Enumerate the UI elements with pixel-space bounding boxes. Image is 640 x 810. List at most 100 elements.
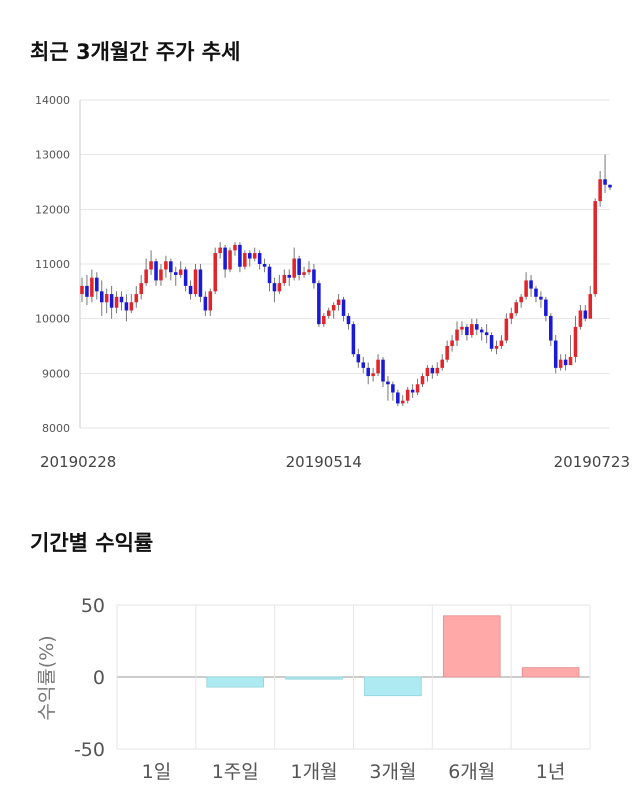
candle bbox=[90, 269, 94, 303]
candle bbox=[603, 154, 607, 193]
candle bbox=[109, 285, 114, 319]
candle-body bbox=[558, 359, 563, 368]
candle-body bbox=[371, 373, 375, 377]
candle bbox=[351, 321, 356, 357]
candle-body bbox=[410, 389, 415, 393]
candle bbox=[549, 313, 553, 346]
candle-body bbox=[213, 253, 218, 292]
candle-body bbox=[164, 261, 168, 270]
candle bbox=[430, 365, 435, 379]
candle-body bbox=[499, 340, 504, 346]
return-bar bbox=[442, 615, 501, 678]
candle-body bbox=[154, 261, 158, 281]
candle-body bbox=[277, 283, 282, 292]
candle-body bbox=[218, 247, 222, 254]
candle bbox=[361, 356, 366, 374]
candle-body bbox=[247, 253, 252, 259]
candle bbox=[292, 247, 296, 281]
candle bbox=[494, 340, 499, 355]
candle-body bbox=[317, 283, 321, 325]
candle-body bbox=[455, 329, 459, 341]
candle-body bbox=[549, 315, 553, 341]
candle bbox=[553, 335, 558, 374]
candle-body bbox=[430, 367, 435, 374]
candle-body bbox=[479, 329, 484, 333]
candle-body bbox=[425, 367, 430, 377]
candle bbox=[346, 313, 351, 330]
candle bbox=[208, 288, 213, 316]
bar-grid bbox=[116, 604, 591, 750]
candle bbox=[233, 242, 237, 256]
candle bbox=[563, 354, 568, 371]
candle bbox=[583, 305, 588, 322]
candle-body bbox=[99, 291, 104, 303]
candle-y-tick-label: 12000 bbox=[35, 203, 70, 216]
candle-body bbox=[415, 384, 420, 393]
candle bbox=[198, 264, 203, 303]
candle bbox=[188, 280, 193, 300]
candle bbox=[312, 264, 316, 289]
candle bbox=[322, 313, 326, 327]
candle-body bbox=[484, 332, 489, 336]
candle bbox=[134, 285, 139, 308]
candle-body bbox=[341, 299, 346, 316]
candle-body bbox=[203, 296, 208, 311]
candle bbox=[287, 269, 292, 286]
candle bbox=[154, 258, 158, 286]
candle-body bbox=[326, 310, 331, 316]
candle bbox=[336, 294, 341, 311]
candle bbox=[139, 274, 143, 300]
candle bbox=[164, 255, 168, 278]
candle bbox=[331, 302, 336, 319]
candle bbox=[514, 299, 519, 316]
candle bbox=[568, 335, 573, 366]
candle bbox=[391, 381, 395, 401]
bar-y-axis-label: 수익률(%) bbox=[36, 635, 58, 720]
candle-body bbox=[435, 367, 440, 374]
candle bbox=[386, 376, 390, 401]
candle-body bbox=[257, 253, 262, 264]
candle bbox=[504, 313, 509, 344]
candle bbox=[95, 272, 99, 300]
candle-body bbox=[159, 269, 163, 281]
candle-y-tick-label: 9000 bbox=[42, 367, 70, 380]
candle-body bbox=[440, 359, 445, 368]
candle bbox=[282, 269, 287, 286]
candle bbox=[539, 291, 543, 308]
candle-body bbox=[563, 359, 568, 366]
candle bbox=[144, 258, 148, 286]
candle bbox=[307, 261, 311, 275]
candle-body bbox=[336, 299, 341, 305]
candle-body bbox=[573, 326, 578, 357]
candle bbox=[608, 184, 612, 191]
candle bbox=[247, 250, 252, 267]
candle-body bbox=[114, 296, 119, 308]
candle-body bbox=[405, 389, 410, 401]
candle-body bbox=[514, 302, 519, 314]
candle bbox=[396, 389, 400, 407]
candle-body bbox=[504, 318, 509, 341]
candle bbox=[529, 274, 533, 297]
candle-body bbox=[608, 184, 612, 188]
bar-x-tick-label: 3개월 bbox=[369, 761, 416, 783]
candle bbox=[218, 242, 222, 259]
candle-body bbox=[400, 400, 405, 404]
candle-y-tick-labels: 8000 9000 10000 11000 12000 13000 14000 bbox=[35, 94, 70, 435]
candle bbox=[99, 280, 104, 316]
candle bbox=[203, 291, 208, 316]
bar-x-tick-label: 1개월 bbox=[291, 761, 338, 783]
candle bbox=[470, 318, 474, 338]
candle-body bbox=[287, 274, 292, 278]
candle-body bbox=[568, 356, 573, 366]
candle-body bbox=[356, 354, 361, 363]
candle-body bbox=[292, 258, 296, 278]
candle bbox=[173, 266, 178, 286]
candle bbox=[376, 354, 380, 377]
bar-series bbox=[206, 615, 580, 697]
candle-body bbox=[238, 244, 242, 267]
candle bbox=[455, 321, 459, 346]
candle-grid bbox=[79, 99, 610, 429]
candle-body bbox=[534, 288, 538, 297]
candle-body bbox=[124, 302, 129, 311]
candle-body bbox=[474, 324, 479, 330]
